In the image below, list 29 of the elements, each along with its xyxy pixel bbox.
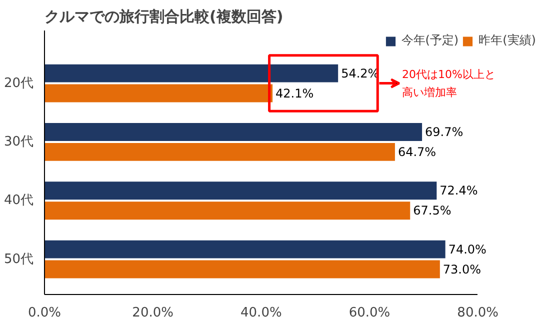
data-label: 73.0% bbox=[442, 262, 482, 276]
annotation: 20代は10%以上と bbox=[402, 68, 496, 81]
y-tick-label: 30代 bbox=[4, 134, 34, 150]
bar bbox=[44, 240, 446, 258]
data-label: 74.0% bbox=[448, 242, 486, 256]
bar bbox=[44, 84, 273, 102]
bar bbox=[44, 182, 437, 200]
data-label: 67.5% bbox=[413, 204, 452, 218]
x-tick-label: 60.0% bbox=[348, 306, 390, 320]
y-tick-label: 50代 bbox=[4, 252, 34, 267]
y-tick-label: 20代 bbox=[4, 76, 34, 91]
legend-label: 昨年(実績) bbox=[478, 32, 536, 49]
x-tick-label: 0.0% bbox=[28, 306, 62, 320]
chart-title: クルマでの旅行割合比較(複数回答) bbox=[44, 8, 284, 26]
bar bbox=[44, 260, 440, 278]
bar bbox=[44, 64, 338, 82]
annotation: 高い増加率 bbox=[402, 86, 457, 99]
bar bbox=[44, 142, 395, 161]
data-label: 72.4% bbox=[440, 184, 478, 198]
data-label: 42.1% bbox=[276, 86, 314, 100]
x-tick-label: 80.0% bbox=[457, 306, 498, 320]
data-label: 64.7% bbox=[398, 144, 436, 159]
legend-label: 今年(予定) bbox=[401, 32, 459, 49]
x-tick-label: 40.0% bbox=[240, 306, 282, 320]
data-label: 69.7% bbox=[425, 124, 464, 139]
bar bbox=[44, 202, 410, 220]
x-tick-label: 20.0% bbox=[132, 306, 174, 320]
bar bbox=[44, 123, 422, 141]
y-tick-label: 40代 bbox=[4, 193, 34, 208]
